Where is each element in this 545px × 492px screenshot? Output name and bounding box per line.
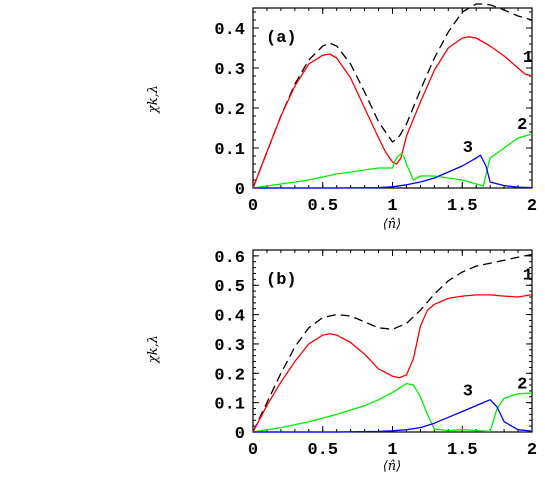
x-tick-label: 0.5 — [307, 197, 338, 216]
y-tick-label: 0.6 — [214, 249, 245, 268]
panel-label: (a) — [266, 29, 297, 48]
curve-label-2: 2 — [517, 116, 527, 135]
curve-label-3: 3 — [463, 139, 473, 158]
x-tick-label: 2 — [527, 197, 537, 216]
curve-label-1: 1 — [523, 266, 533, 285]
series-line-3 — [253, 154, 533, 189]
series-line-2 — [252, 382, 533, 433]
x-tick-label: 1.5 — [447, 197, 478, 216]
y-axis-label: χk,λ — [146, 85, 161, 114]
series-line-1 — [252, 293, 533, 433]
curve-label-1: 1 — [523, 49, 533, 68]
y-tick-label: 0.1 — [214, 141, 245, 160]
x-tick-label: 0.5 — [307, 441, 338, 460]
y-tick-label: 0.2 — [214, 366, 245, 385]
y-tick-label: 0.2 — [214, 101, 245, 120]
y-axis-label: χk,λ — [146, 335, 161, 364]
y-tick-label: 0 — [235, 425, 245, 444]
y-tick-label: 0.3 — [214, 61, 245, 80]
curve-label-2: 2 — [517, 376, 527, 395]
series-line-2 — [252, 133, 533, 189]
x-tick-label: 2 — [527, 441, 537, 460]
y-tick-label: 0.1 — [214, 396, 245, 415]
x-tick-label: 0 — [248, 441, 258, 460]
x-tick-label: 1 — [387, 441, 397, 460]
y-tick-label: 0.4 — [214, 21, 245, 40]
x-tick-label: 1 — [387, 197, 397, 216]
series-line-3 — [253, 399, 533, 433]
panel-label: (b) — [266, 271, 297, 290]
panel-a: 0 0.5 1 1.5 2 0 0.1 0.2 0.3 0.4 1 2 3 (a) χk,λ ⟨n̂⟩ — [146, 3, 537, 232]
x-axis-label: ⟨n̂⟩ — [383, 217, 402, 232]
x-tick-label: 0 — [248, 197, 258, 216]
y-tick-label: 0.4 — [214, 308, 245, 327]
series-line-1 — [252, 36, 533, 189]
x-tick-label: 1.5 — [447, 441, 478, 460]
panel-b: 0 0.5 1 1.5 2 0 0.1 0.2 0.3 0.4 0.5 0.6 1 2 3 (b) χk,λ ⟨n… — [146, 249, 537, 474]
y-tick-label: 0.3 — [214, 337, 245, 356]
y-tick-label: 0 — [235, 181, 245, 200]
curve-label-3: 3 — [463, 382, 473, 401]
series-total-dashed — [252, 253, 533, 433]
y-tick-label: 0.5 — [214, 278, 245, 297]
x-axis-label: ⟨n̂⟩ — [383, 459, 402, 474]
